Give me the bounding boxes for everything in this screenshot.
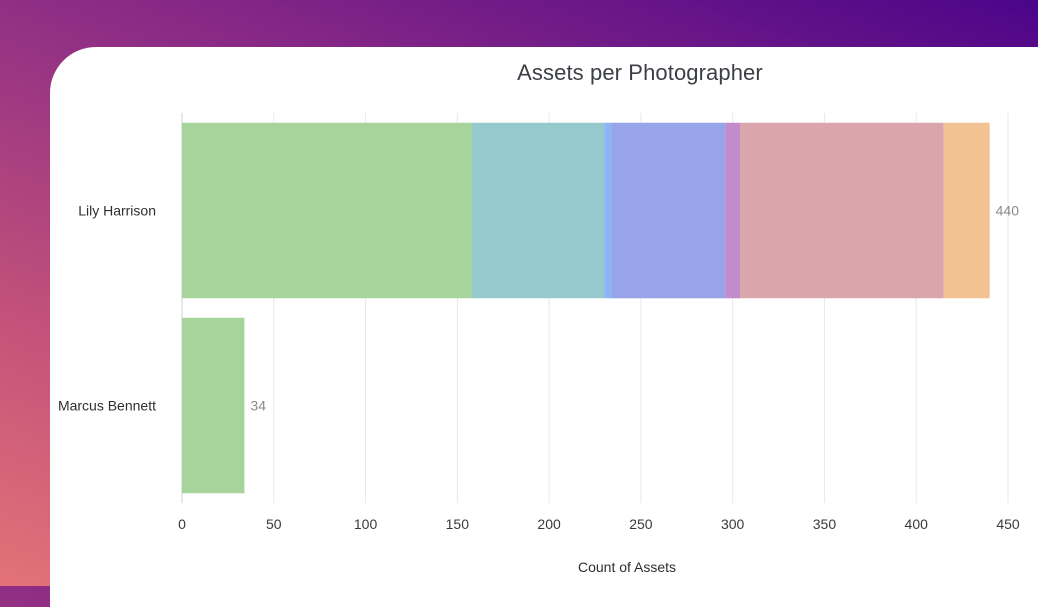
category-label: Marcus Bennett xyxy=(58,398,156,414)
x-tick-label: 100 xyxy=(354,516,378,532)
x-tick-label: 350 xyxy=(813,516,837,532)
x-tick-label: 300 xyxy=(721,516,745,532)
bar-segment[interactable] xyxy=(943,122,990,299)
x-axis-title: Count of Assets xyxy=(578,559,676,575)
x-tick-label: 450 xyxy=(996,516,1020,532)
bar-segment[interactable] xyxy=(725,122,741,299)
bar-segment[interactable] xyxy=(182,122,473,299)
x-tick-label: 250 xyxy=(629,516,653,532)
chart-title: Assets per Photographer xyxy=(517,60,763,85)
bar-segment[interactable] xyxy=(611,122,726,299)
x-axis-ticks: 0 50 100 150 200 250 300 350 400 450 xyxy=(178,516,1020,532)
x-tick-label: 0 xyxy=(178,516,186,532)
bar-segments xyxy=(182,122,990,494)
bar-segment[interactable] xyxy=(182,317,245,494)
category-label: Lily Harrison xyxy=(78,203,156,219)
x-tick-label: 50 xyxy=(266,516,282,532)
bar-segment[interactable] xyxy=(604,122,612,299)
x-tick-label: 400 xyxy=(905,516,929,532)
data-labels: 440 34 xyxy=(250,203,1019,414)
x-tick-label: 150 xyxy=(446,516,470,532)
bar-segment[interactable] xyxy=(472,122,605,299)
bar-chart: Lily Harrison Marcus Bennett 440 34 0 50 100… xyxy=(58,113,1020,575)
data-label: 440 xyxy=(996,203,1020,219)
x-tick-label: 200 xyxy=(537,516,561,532)
category-labels: Lily Harrison Marcus Bennett xyxy=(58,203,156,414)
bar-segment[interactable] xyxy=(740,122,944,299)
data-label: 34 xyxy=(250,398,266,414)
